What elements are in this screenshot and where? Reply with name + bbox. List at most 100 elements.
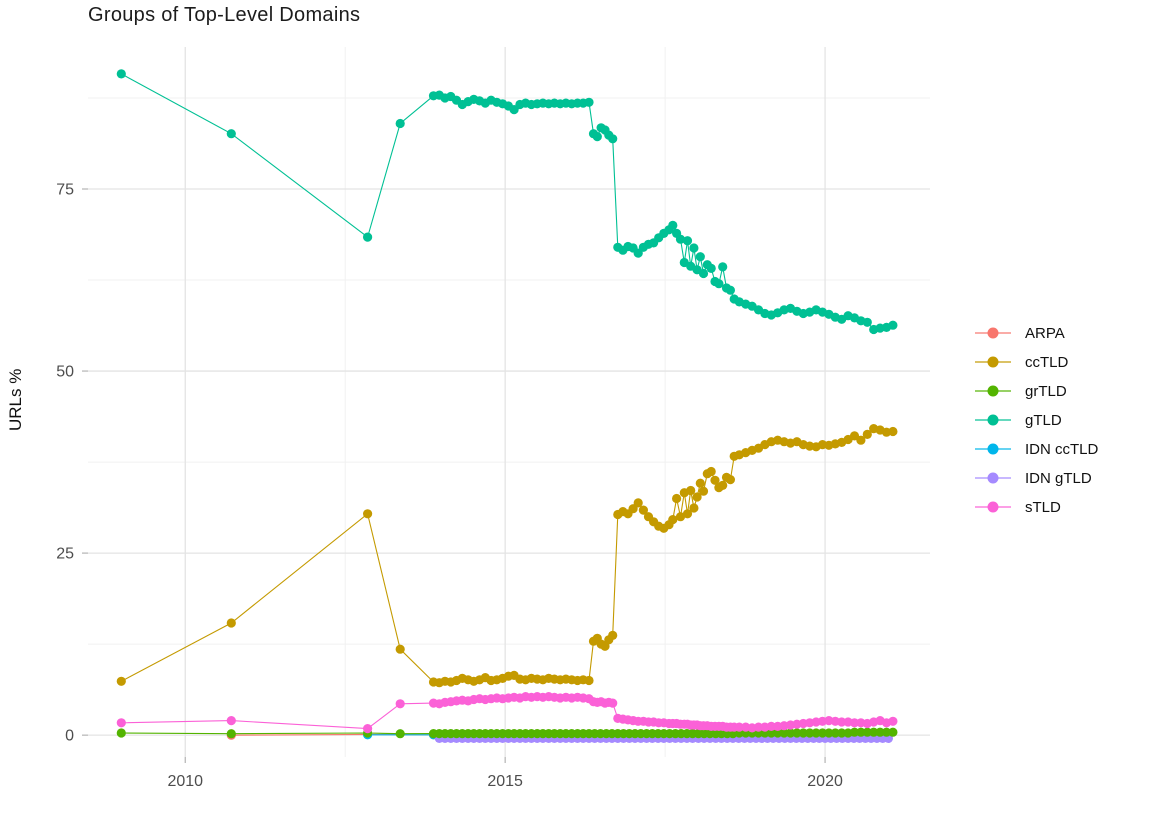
data-point — [837, 728, 847, 738]
data-point — [608, 698, 618, 708]
legend-item-grtld: grTLD — [973, 380, 1098, 402]
data-point — [689, 243, 699, 253]
data-point — [608, 134, 618, 144]
data-point — [734, 722, 744, 732]
data-point — [395, 644, 405, 654]
x-tick-label: 2020 — [807, 773, 843, 790]
legend-item-gtld: gTLD — [973, 409, 1098, 431]
data-point — [116, 728, 126, 738]
legend-label: grTLD — [1025, 382, 1067, 400]
series-cctld — [116, 424, 898, 688]
data-point — [862, 317, 872, 327]
data-point — [672, 493, 682, 504]
legend-item-idn-gtld: IDN gTLD — [973, 467, 1098, 489]
data-point — [824, 728, 834, 738]
legend-label: gTLD — [1025, 411, 1062, 429]
legend-item-idn-cctld: IDN ccTLD — [973, 438, 1098, 460]
legend-key-icon — [975, 414, 1011, 426]
chart-title: Groups of Top-Level Domains — [88, 4, 361, 26]
data-point — [226, 129, 236, 139]
data-point — [592, 132, 602, 142]
legend-label: ccTLD — [1025, 353, 1069, 371]
data-point — [226, 716, 236, 726]
data-point — [718, 262, 728, 272]
data-point — [862, 429, 872, 439]
y-tick-label: 75 — [56, 182, 74, 199]
data-point — [395, 699, 405, 709]
data-point — [725, 285, 736, 295]
legend-key-icon — [975, 356, 1011, 368]
data-point — [766, 728, 776, 738]
data-point — [692, 492, 702, 502]
data-point — [888, 716, 898, 726]
legend-label: IDN ccTLD — [1025, 440, 1099, 458]
data-point — [710, 475, 720, 485]
data-point — [686, 485, 696, 496]
data-point — [849, 718, 860, 728]
data-point — [395, 729, 405, 739]
x-tick-label: 2015 — [487, 773, 523, 790]
data-point — [638, 505, 649, 515]
data-point — [837, 717, 847, 727]
data-point — [675, 234, 686, 244]
y-tick-label: 50 — [56, 364, 74, 381]
data-point — [675, 512, 686, 522]
data-point — [633, 498, 643, 508]
y-tick-label: 25 — [56, 546, 74, 563]
data-point — [695, 478, 705, 488]
data-point — [698, 486, 709, 496]
data-point — [849, 727, 860, 737]
data-point — [668, 220, 678, 230]
data-point — [888, 426, 898, 437]
legend-key-icon — [975, 443, 1011, 455]
data-point — [725, 475, 736, 485]
data-point — [779, 728, 789, 738]
series-line — [121, 73, 894, 331]
data-point — [753, 722, 764, 732]
data-point — [695, 252, 705, 262]
data-point — [785, 728, 796, 738]
data-point — [888, 320, 898, 330]
legend-label: IDN gTLD — [1025, 469, 1092, 487]
legend-item-cctld: ccTLD — [973, 351, 1098, 373]
data-point — [862, 727, 872, 737]
data-point — [856, 727, 866, 737]
data-point — [798, 728, 808, 738]
legend-key-icon — [975, 472, 1011, 484]
legend-item-arpa: ARPA — [973, 322, 1098, 344]
legend-key-icon — [975, 385, 1011, 397]
data-point — [714, 279, 724, 289]
data-point — [706, 263, 716, 273]
data-point — [773, 728, 783, 738]
data-point — [226, 618, 236, 628]
data-point — [682, 509, 693, 519]
data-point — [584, 675, 594, 686]
data-point — [226, 729, 236, 739]
data-point — [698, 268, 709, 279]
data-point — [116, 718, 126, 728]
legend-key-icon — [975, 327, 1011, 339]
legend-label: sTLD — [1025, 498, 1061, 516]
data-point — [363, 724, 373, 734]
data-point — [116, 676, 126, 686]
data-point — [682, 236, 693, 246]
data-point — [805, 728, 815, 738]
data-point — [718, 480, 728, 490]
data-point — [668, 515, 678, 525]
data-point — [875, 727, 885, 737]
data-point — [830, 728, 840, 738]
legend-key-icon — [975, 501, 1011, 513]
data-point — [706, 466, 716, 477]
data-point — [811, 728, 821, 738]
data-point — [881, 727, 892, 737]
legend: ARPA ccTLD grTLD gTLD IDN ccTLD IDN gTLD sTLD — [973, 322, 1098, 518]
series-stld — [116, 692, 898, 734]
y-tick-label: 0 — [65, 728, 74, 745]
data-point — [766, 721, 776, 732]
data-point — [363, 509, 373, 519]
data-point — [869, 727, 879, 737]
data-point — [363, 232, 373, 242]
data-point — [792, 728, 802, 738]
